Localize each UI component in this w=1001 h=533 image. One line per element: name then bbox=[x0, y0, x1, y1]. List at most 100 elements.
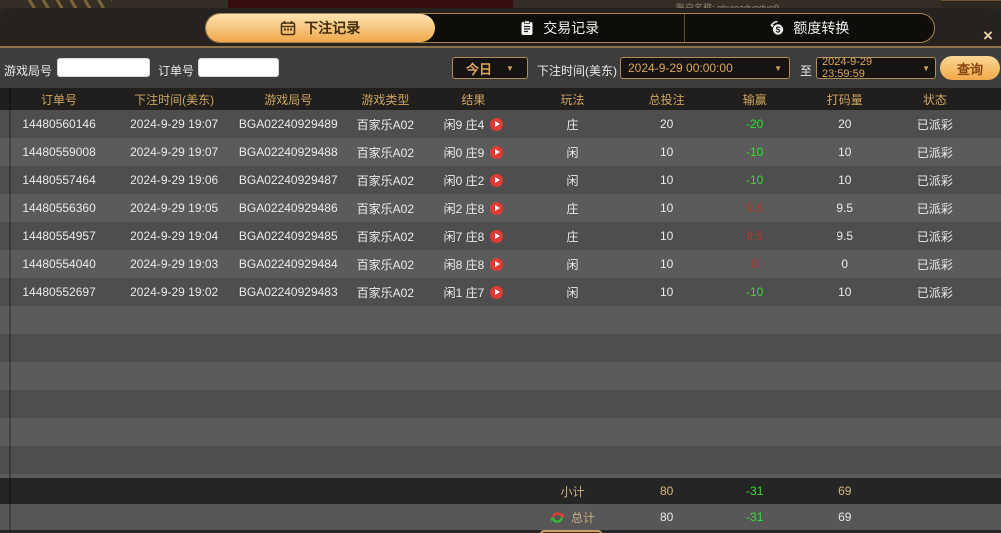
play-replay-icon[interactable] bbox=[490, 229, 504, 243]
cell-status: 已派彩 bbox=[916, 117, 953, 132]
date-from-dropdown[interactable]: 2024-9-29 00:00:00 ▼ bbox=[620, 57, 790, 79]
table-body: 14480560146 2024-9-29 19:07 BGA022409294… bbox=[0, 110, 1001, 478]
play-replay-icon[interactable] bbox=[490, 117, 504, 131]
cell-play: 闲 bbox=[566, 257, 579, 272]
svg-text:$: $ bbox=[776, 25, 781, 35]
cell-order-id: 14480560146 bbox=[22, 117, 96, 131]
background-decoration bbox=[22, 0, 112, 8]
date-from-value: 2024-9-29 00:00:00 bbox=[628, 61, 733, 75]
cell-bet-time: 2024-9-29 19:03 bbox=[130, 257, 219, 271]
background-page-strip: 账户名称: ehuieadueduo9 bbox=[0, 0, 1001, 8]
subtotal-win-loss: -31 bbox=[746, 484, 764, 498]
cell-order-id: 14480559008 bbox=[22, 145, 96, 159]
total-total-bet: 80 bbox=[659, 510, 674, 524]
subtotal-label: 小计 bbox=[560, 484, 585, 499]
table-row: 14480557464 2024-9-29 19:06 BGA022409294… bbox=[0, 166, 1001, 194]
cell-total-bet: 10 bbox=[659, 285, 674, 299]
cell-game-type: 百家乐A02 bbox=[356, 257, 415, 272]
quick-range-dropdown[interactable]: 今日 ▼ bbox=[452, 57, 528, 79]
column-header-turnover: 打码量 bbox=[826, 92, 863, 107]
cell-win-loss: -20 bbox=[746, 117, 764, 131]
bottom-strip bbox=[0, 530, 1001, 533]
result-text: 闲2 庄8 bbox=[443, 201, 485, 216]
table-row: 14480560146 2024-9-29 19:07 BGA022409294… bbox=[0, 110, 1001, 138]
order-no-input[interactable] bbox=[198, 58, 279, 77]
play-replay-icon[interactable] bbox=[490, 145, 504, 159]
play-replay-icon[interactable] bbox=[490, 257, 504, 271]
tab-bet-records[interactable]: 下注记录 bbox=[206, 14, 435, 42]
cell-result: 闲1 庄7 bbox=[424, 284, 522, 301]
cell-win-loss: 9.5 bbox=[746, 229, 764, 243]
table-header-row: 订单号 下注时间(美东) 游戏局号 游戏类型 结果 玩法 总投注 输赢 打码量 … bbox=[0, 88, 1001, 110]
cell-result: 闲2 庄8 bbox=[424, 200, 522, 217]
cell-order-id: 14480554040 bbox=[22, 257, 96, 271]
cell-round-id: BGA02240929486 bbox=[238, 201, 338, 215]
cell-round-id: BGA02240929488 bbox=[238, 145, 338, 159]
cell-turnover: 10 bbox=[838, 173, 852, 187]
total-row: 总计 80 -31 69 bbox=[0, 504, 1001, 530]
result-text: 闲7 庄8 bbox=[443, 229, 485, 244]
play-replay-icon[interactable] bbox=[490, 285, 504, 299]
tab-transaction-records[interactable]: 交易记录 bbox=[435, 14, 684, 42]
cell-play: 闲 bbox=[566, 145, 579, 160]
cell-turnover: 0 bbox=[841, 257, 849, 271]
result-text: 闲9 庄4 bbox=[443, 117, 485, 132]
cell-total-bet: 10 bbox=[659, 257, 674, 271]
total-turnover: 69 bbox=[838, 510, 852, 524]
cell-bet-time: 2024-9-29 19:07 bbox=[130, 145, 219, 159]
cell-play: 庄 bbox=[566, 201, 579, 216]
cell-bet-time: 2024-9-29 19:04 bbox=[130, 229, 219, 243]
query-button[interactable]: 查询 bbox=[940, 56, 1000, 80]
cell-win-loss: 0 bbox=[751, 257, 759, 271]
background-decoration bbox=[941, 0, 1001, 8]
cell-order-id: 14480554957 bbox=[22, 229, 96, 243]
order-no-label: 订单号 bbox=[158, 64, 195, 78]
chevron-down-icon: ▼ bbox=[922, 63, 930, 73]
account-name-text: 账户名称: ehuieadueduo9 bbox=[676, 3, 780, 8]
quick-range-value: 今日 bbox=[466, 61, 493, 77]
cell-play: 闲 bbox=[566, 285, 579, 300]
cell-result: 闲0 庄9 bbox=[424, 144, 522, 161]
column-header-order-id: 订单号 bbox=[41, 92, 78, 107]
cell-game-type: 百家乐A02 bbox=[356, 145, 415, 160]
cell-game-type: 百家乐A02 bbox=[356, 201, 415, 216]
result-text: 闲0 庄9 bbox=[443, 145, 485, 160]
column-header-bet-time: 下注时间(美东) bbox=[134, 92, 215, 107]
column-header-win-loss: 输赢 bbox=[742, 92, 767, 107]
game-round-input[interactable] bbox=[57, 58, 150, 77]
cell-result: 闲9 庄4 bbox=[424, 116, 522, 133]
cell-total-bet: 10 bbox=[659, 145, 674, 159]
table-row: 14480554957 2024-9-29 19:04 BGA022409294… bbox=[0, 222, 1001, 250]
refresh-icon[interactable] bbox=[550, 510, 565, 525]
cell-round-id: BGA02240929489 bbox=[238, 117, 338, 131]
cell-bet-time: 2024-9-29 19:07 bbox=[130, 117, 219, 131]
date-to-dropdown[interactable]: 2024-9-29 23:59:59 ▼ bbox=[816, 56, 936, 80]
cell-turnover: 9.5 bbox=[836, 201, 854, 215]
cell-win-loss: 9.5 bbox=[746, 201, 764, 215]
tab-bar: 下注记录 交易记录 $ 额度转换 bbox=[0, 8, 1001, 48]
result-text: 闲0 庄2 bbox=[443, 173, 485, 188]
table-left-edge-shadow bbox=[9, 88, 11, 530]
cell-bet-time: 2024-9-29 19:06 bbox=[130, 173, 219, 187]
table-row: 14480552697 2024-9-29 19:02 BGA022409294… bbox=[0, 278, 1001, 306]
cell-status: 已派彩 bbox=[916, 201, 953, 216]
play-replay-icon[interactable] bbox=[490, 173, 504, 187]
cell-turnover: 10 bbox=[838, 285, 852, 299]
play-replay-icon[interactable] bbox=[490, 201, 504, 215]
game-round-label: 游戏局号 bbox=[4, 64, 53, 78]
tab-credit-conversion[interactable]: $ 额度转换 bbox=[683, 14, 934, 42]
cell-play: 闲 bbox=[566, 173, 579, 188]
column-header-round-id: 游戏局号 bbox=[264, 92, 313, 107]
column-header-total-bet: 总投注 bbox=[648, 92, 685, 107]
filter-bar: 游戏局号 订单号 今日 ▼ 下注时间(美东) 2024-9-29 00:00:0… bbox=[0, 48, 1001, 88]
cell-total-bet: 10 bbox=[659, 173, 674, 187]
column-header-status: 状态 bbox=[922, 92, 947, 107]
close-icon[interactable]: × bbox=[983, 26, 993, 45]
cell-status: 已派彩 bbox=[916, 145, 953, 160]
cell-game-type: 百家乐A02 bbox=[356, 173, 415, 188]
cell-result: 闲8 庄8 bbox=[424, 256, 522, 273]
result-text: 闲8 庄8 bbox=[443, 257, 485, 272]
cell-round-id: BGA02240929485 bbox=[238, 229, 338, 243]
cell-total-bet: 10 bbox=[659, 229, 674, 243]
clipboard-icon bbox=[521, 20, 533, 35]
